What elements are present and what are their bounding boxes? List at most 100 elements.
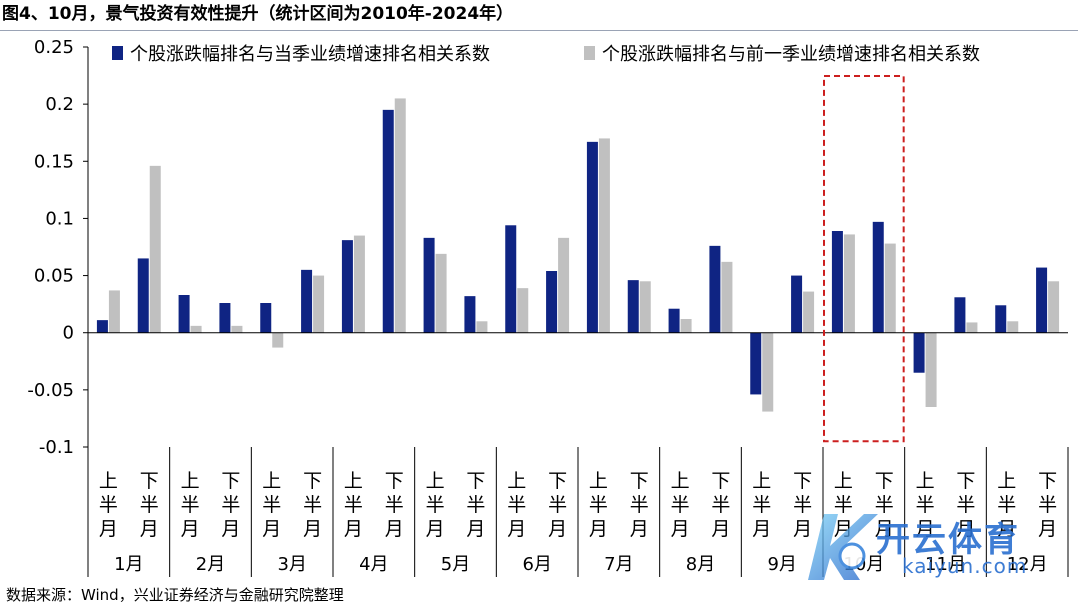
month-label: 5月	[441, 554, 470, 575]
bar-series2	[476, 321, 488, 333]
month-label: 4月	[359, 554, 388, 575]
bar-series1	[668, 308, 680, 333]
half-label-char: 下	[875, 470, 894, 492]
half-label-char: 月	[181, 518, 200, 540]
bar-series1	[709, 245, 721, 333]
y-tick-label: 0.25	[34, 37, 74, 58]
half-label-char: 半	[548, 494, 567, 516]
half-label-char: 月	[303, 518, 322, 540]
half-label-char: 月	[221, 518, 240, 540]
half-label-char: 下	[385, 470, 404, 492]
half-label-char: 半	[997, 494, 1016, 516]
bar-series2	[843, 234, 855, 333]
bar-series1	[872, 221, 884, 333]
highlight-rect	[823, 75, 905, 443]
month-label: 2月	[196, 554, 225, 575]
half-label-char: 上	[426, 470, 445, 492]
half-label-char: 月	[875, 518, 894, 540]
month-label: 1月	[114, 554, 143, 575]
bar-series1	[1036, 267, 1048, 333]
half-label-char: 半	[834, 494, 853, 516]
bars-group	[96, 98, 1060, 412]
bar-series1	[505, 225, 517, 333]
bar-series2	[721, 261, 733, 333]
bar-series1	[137, 258, 149, 333]
half-label-char: 半	[262, 494, 281, 516]
half-label-char: 月	[385, 518, 404, 540]
half-label-char: 半	[466, 494, 485, 516]
bar-series2	[803, 291, 815, 333]
bar-series2	[190, 325, 202, 333]
half-label-char: 月	[956, 518, 975, 540]
legend: 个股涨跌幅排名与当季业绩增速排名相关系数 个股涨跌幅排名与前一季业绩增速排名相关系…	[112, 44, 980, 65]
half-label-char: 半	[507, 494, 526, 516]
half-label-char: 下	[140, 470, 159, 492]
bar-series2	[394, 98, 406, 333]
half-label-char: 半	[589, 494, 608, 516]
legend-label-1: 个股涨跌幅排名与当季业绩增速排名相关系数	[130, 44, 490, 65]
half-label-char: 半	[1038, 494, 1057, 516]
month-label: 11月	[925, 554, 966, 575]
half-label-char: 下	[221, 470, 240, 492]
half-label-char: 半	[303, 494, 322, 516]
bar-series2	[884, 243, 896, 333]
bar-series1	[178, 295, 190, 333]
bar-series2	[925, 332, 937, 407]
month-label: 6月	[522, 554, 551, 575]
bar-series2	[149, 165, 161, 333]
half-label-char: 半	[140, 494, 159, 516]
half-label-char: 月	[507, 518, 526, 540]
bar-series2	[966, 322, 978, 333]
half-label-char: 半	[916, 494, 935, 516]
bar-series1	[546, 271, 558, 333]
bar-series1	[995, 305, 1007, 333]
half-label-char: 月	[671, 518, 690, 540]
half-label-char: 半	[793, 494, 812, 516]
half-label-char: 半	[99, 494, 118, 516]
bar-series1	[954, 297, 966, 333]
bar-series1	[627, 280, 639, 333]
half-label-char: 下	[711, 470, 730, 492]
half-label-char: 月	[752, 518, 771, 540]
source-note: 数据来源：Wind，兴业证券经济与金融研究院整理	[6, 586, 344, 604]
half-label-char: 半	[875, 494, 894, 516]
bar-series1	[96, 320, 108, 333]
half-label-char: 下	[303, 470, 322, 492]
bar-series2	[313, 275, 325, 333]
y-tick-label: 0	[63, 323, 74, 344]
watermark: 开云体育 kaiyun.com	[790, 506, 1080, 586]
half-label-char: 上	[671, 470, 690, 492]
bar-series2	[272, 332, 284, 348]
bar-series2	[598, 138, 610, 333]
highlight-box	[823, 75, 905, 443]
bar-series2	[762, 332, 774, 412]
y-tick-label: -0.1	[39, 437, 74, 458]
y-tick-label: 0.15	[34, 151, 74, 172]
y-tick-label: 0.05	[34, 266, 74, 287]
y-tick-label: 0.2	[45, 94, 74, 115]
half-label-char: 月	[1038, 518, 1057, 540]
half-label-char: 月	[262, 518, 281, 540]
half-label-char: 半	[344, 494, 363, 516]
watermark-brand: 开云体育	[876, 520, 1020, 560]
month-label: 12月	[1007, 554, 1048, 575]
bar-series2	[1048, 281, 1060, 333]
bar-series1	[586, 141, 598, 333]
y-tick-label: -0.05	[27, 380, 74, 401]
half-label-char: 上	[181, 470, 200, 492]
half-label-char: 上	[99, 470, 118, 492]
bar-series1	[382, 109, 394, 333]
bar-series1	[913, 332, 925, 373]
bar-series1	[423, 237, 435, 333]
half-label-char: 月	[997, 518, 1016, 540]
half-label-char: 半	[385, 494, 404, 516]
half-label-char: 月	[344, 518, 363, 540]
legend-label-2: 个股涨跌幅排名与前一季业绩增速排名相关系数	[602, 44, 980, 65]
bar-series2	[517, 288, 529, 333]
half-label-char: 下	[1038, 470, 1057, 492]
half-label-char: 上	[344, 470, 363, 492]
half-label-char: 上	[507, 470, 526, 492]
half-label-char: 上	[997, 470, 1016, 492]
half-label-char: 上	[916, 470, 935, 492]
month-label: 7月	[604, 554, 633, 575]
